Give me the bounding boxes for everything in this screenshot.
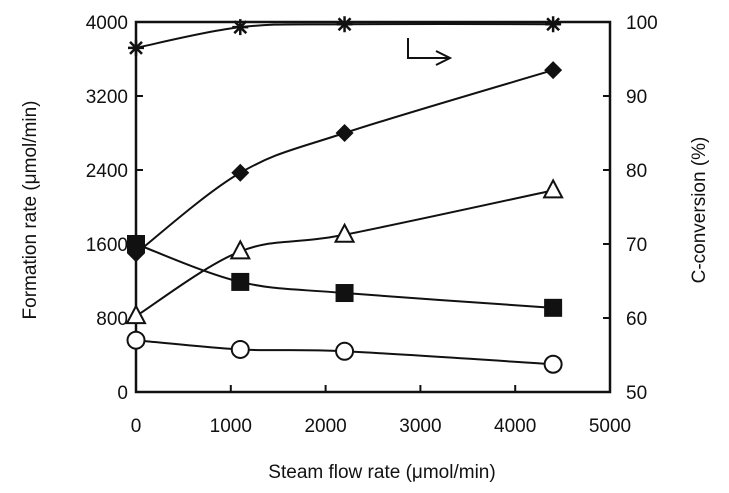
data-point-square [127, 235, 145, 253]
y2-tick-label: 70 [626, 235, 647, 256]
y2-tick-label: 50 [626, 383, 647, 404]
data-point-square [335, 284, 354, 303]
y2-tick-label: 100 [626, 13, 658, 34]
y-tick-label: 3200 [86, 87, 128, 108]
series-open-triangle [125, 178, 564, 325]
data-point-circle [335, 341, 355, 361]
series-line [135, 189, 554, 317]
data-point-circle [230, 339, 250, 359]
data-point-square [231, 272, 250, 291]
y-tick-label: 800 [96, 309, 128, 330]
y-axis-title: Formation rate (μmol/min) [20, 101, 41, 320]
data-point-asterisk [545, 16, 562, 33]
x-tick-label: 1000 [210, 416, 252, 437]
x-tick-label: 3000 [399, 416, 441, 437]
series-line [135, 339, 554, 366]
data-point-square [544, 298, 563, 317]
series-line [135, 23, 554, 49]
x-tick-label: 4000 [494, 416, 536, 437]
data-point-triangle [125, 304, 147, 325]
series-open-circle [126, 330, 563, 374]
x-axis-title: Steam flow rate (μmol/min) [268, 462, 495, 483]
y-tick-label: 0 [117, 383, 128, 404]
x-tick-label: 2000 [304, 416, 346, 437]
y-tick-label: 1600 [86, 235, 128, 256]
y2-axis-title: C-conversion (%) [689, 137, 710, 284]
x-tick-label: 5000 [589, 416, 631, 437]
plot-border [134, 20, 612, 394]
y-tick-label: 4000 [86, 13, 128, 34]
y2-tick-label: 80 [626, 161, 647, 182]
data-point-triangle [333, 222, 356, 243]
data-point-asterisk [128, 39, 144, 56]
series-layer [125, 16, 564, 374]
x-tick-label: 0 [131, 416, 142, 437]
data-point-diamond [544, 61, 563, 80]
axes: 0 1000 2000 3000 4000 5000 0 800 1600 2400 3200 400… [86, 13, 658, 437]
series-line [135, 69, 554, 255]
axis-pointer-arrow [407, 38, 453, 66]
plot-frame [134, 20, 612, 394]
data-point-triangle [542, 178, 564, 199]
data-point-diamond [335, 124, 354, 142]
series-filled-square [127, 235, 563, 317]
series-asterisk [128, 16, 562, 56]
y2-tick-label: 90 [626, 87, 647, 108]
data-point-diamond [231, 163, 250, 182]
annotation-layer [407, 38, 453, 66]
y-tick-label: 2400 [86, 161, 128, 182]
data-point-circle [126, 330, 146, 350]
data-point-triangle [229, 239, 251, 260]
series-line [135, 243, 554, 309]
data-point-asterisk [232, 19, 249, 36]
data-point-asterisk [336, 16, 353, 33]
data-point-circle [543, 354, 563, 374]
y2-tick-label: 60 [626, 309, 647, 330]
